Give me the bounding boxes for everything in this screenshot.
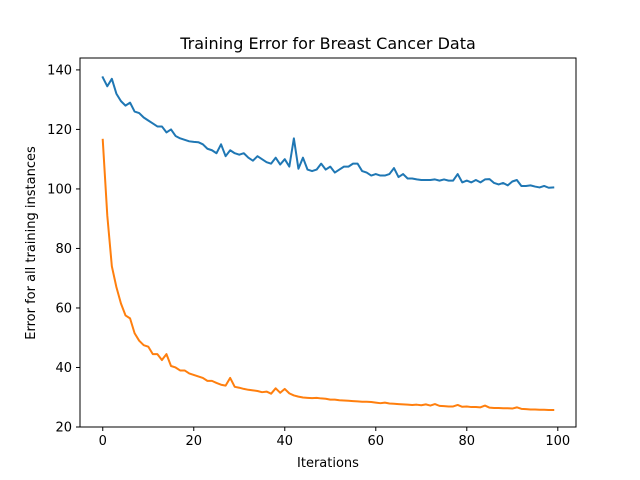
y-tick-label: 60 bbox=[55, 301, 72, 316]
x-tick-label: 20 bbox=[185, 434, 202, 449]
x-tick-label: 0 bbox=[99, 434, 107, 449]
x-tick-label: 80 bbox=[459, 434, 476, 449]
y-tick-label: 120 bbox=[47, 123, 72, 138]
series-line-1 bbox=[101, 75, 555, 189]
y-axis-label: Error for all training instances bbox=[24, 146, 39, 340]
axes-frame bbox=[79, 57, 577, 428]
x-tick-label: 100 bbox=[545, 434, 570, 449]
chart-title: Training Error for Breast Cancer Data bbox=[179, 34, 476, 53]
x-tick-label: 60 bbox=[368, 434, 385, 449]
y-tick-label: 140 bbox=[47, 63, 72, 78]
series-line-2 bbox=[101, 138, 555, 412]
plot-area bbox=[79, 57, 577, 428]
x-tick-label: 40 bbox=[276, 434, 293, 449]
x-axis-label: Iterations bbox=[297, 456, 359, 471]
y-tick-label: 40 bbox=[55, 361, 72, 376]
x-axis: 0 20 40 60 80 100 bbox=[99, 427, 570, 449]
y-tick-label: 20 bbox=[55, 421, 72, 436]
y-tick-label: 80 bbox=[55, 242, 72, 257]
y-axis: 20 40 60 80 100 120 140 bbox=[47, 63, 80, 436]
y-tick-label: 100 bbox=[47, 182, 72, 197]
